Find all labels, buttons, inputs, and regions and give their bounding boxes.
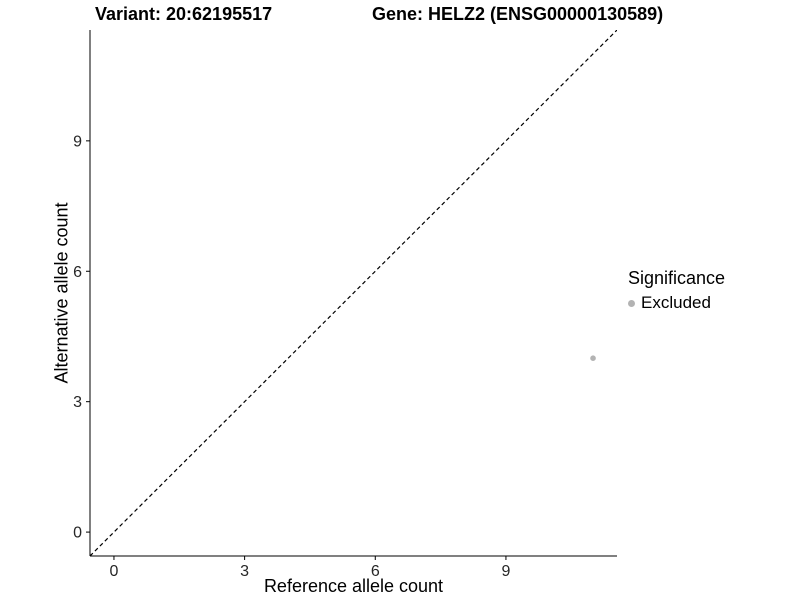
- y-tick-label: 9: [73, 133, 82, 150]
- legend-item-label: Excluded: [641, 293, 711, 312]
- x-tick-label: 3: [240, 563, 249, 580]
- legend-item-excluded: Excluded: [628, 293, 725, 313]
- reference-line-group: [90, 30, 617, 556]
- diagonal-reference-line: [90, 30, 617, 556]
- x-tick-label: 0: [110, 563, 119, 580]
- legend-title: Significance: [628, 268, 726, 288]
- y-tick-label: 3: [73, 394, 82, 411]
- tick-labels-group: 0 3 6 9 0 3 6 9: [73, 133, 510, 580]
- data-point: [590, 355, 596, 362]
- x-tick-label: 6: [371, 563, 380, 580]
- points-group: [590, 355, 596, 362]
- plot-title-gene: Gene: HELZ2 (ENSG00000130589): [372, 4, 664, 24]
- x-tick-label: 9: [501, 563, 510, 580]
- axes-group: [86, 30, 617, 560]
- legend: Significance Excluded: [628, 268, 725, 313]
- y-axis-label: Alternative allele count: [51, 202, 72, 384]
- plot-title-variant: Variant: 20:62195517: [95, 4, 273, 24]
- y-tick-label: 0: [73, 525, 82, 542]
- y-tick-label: 6: [73, 264, 82, 281]
- legend-point-swatch-icon: [628, 299, 635, 307]
- x-axis-label: Reference allele count: [263, 576, 444, 596]
